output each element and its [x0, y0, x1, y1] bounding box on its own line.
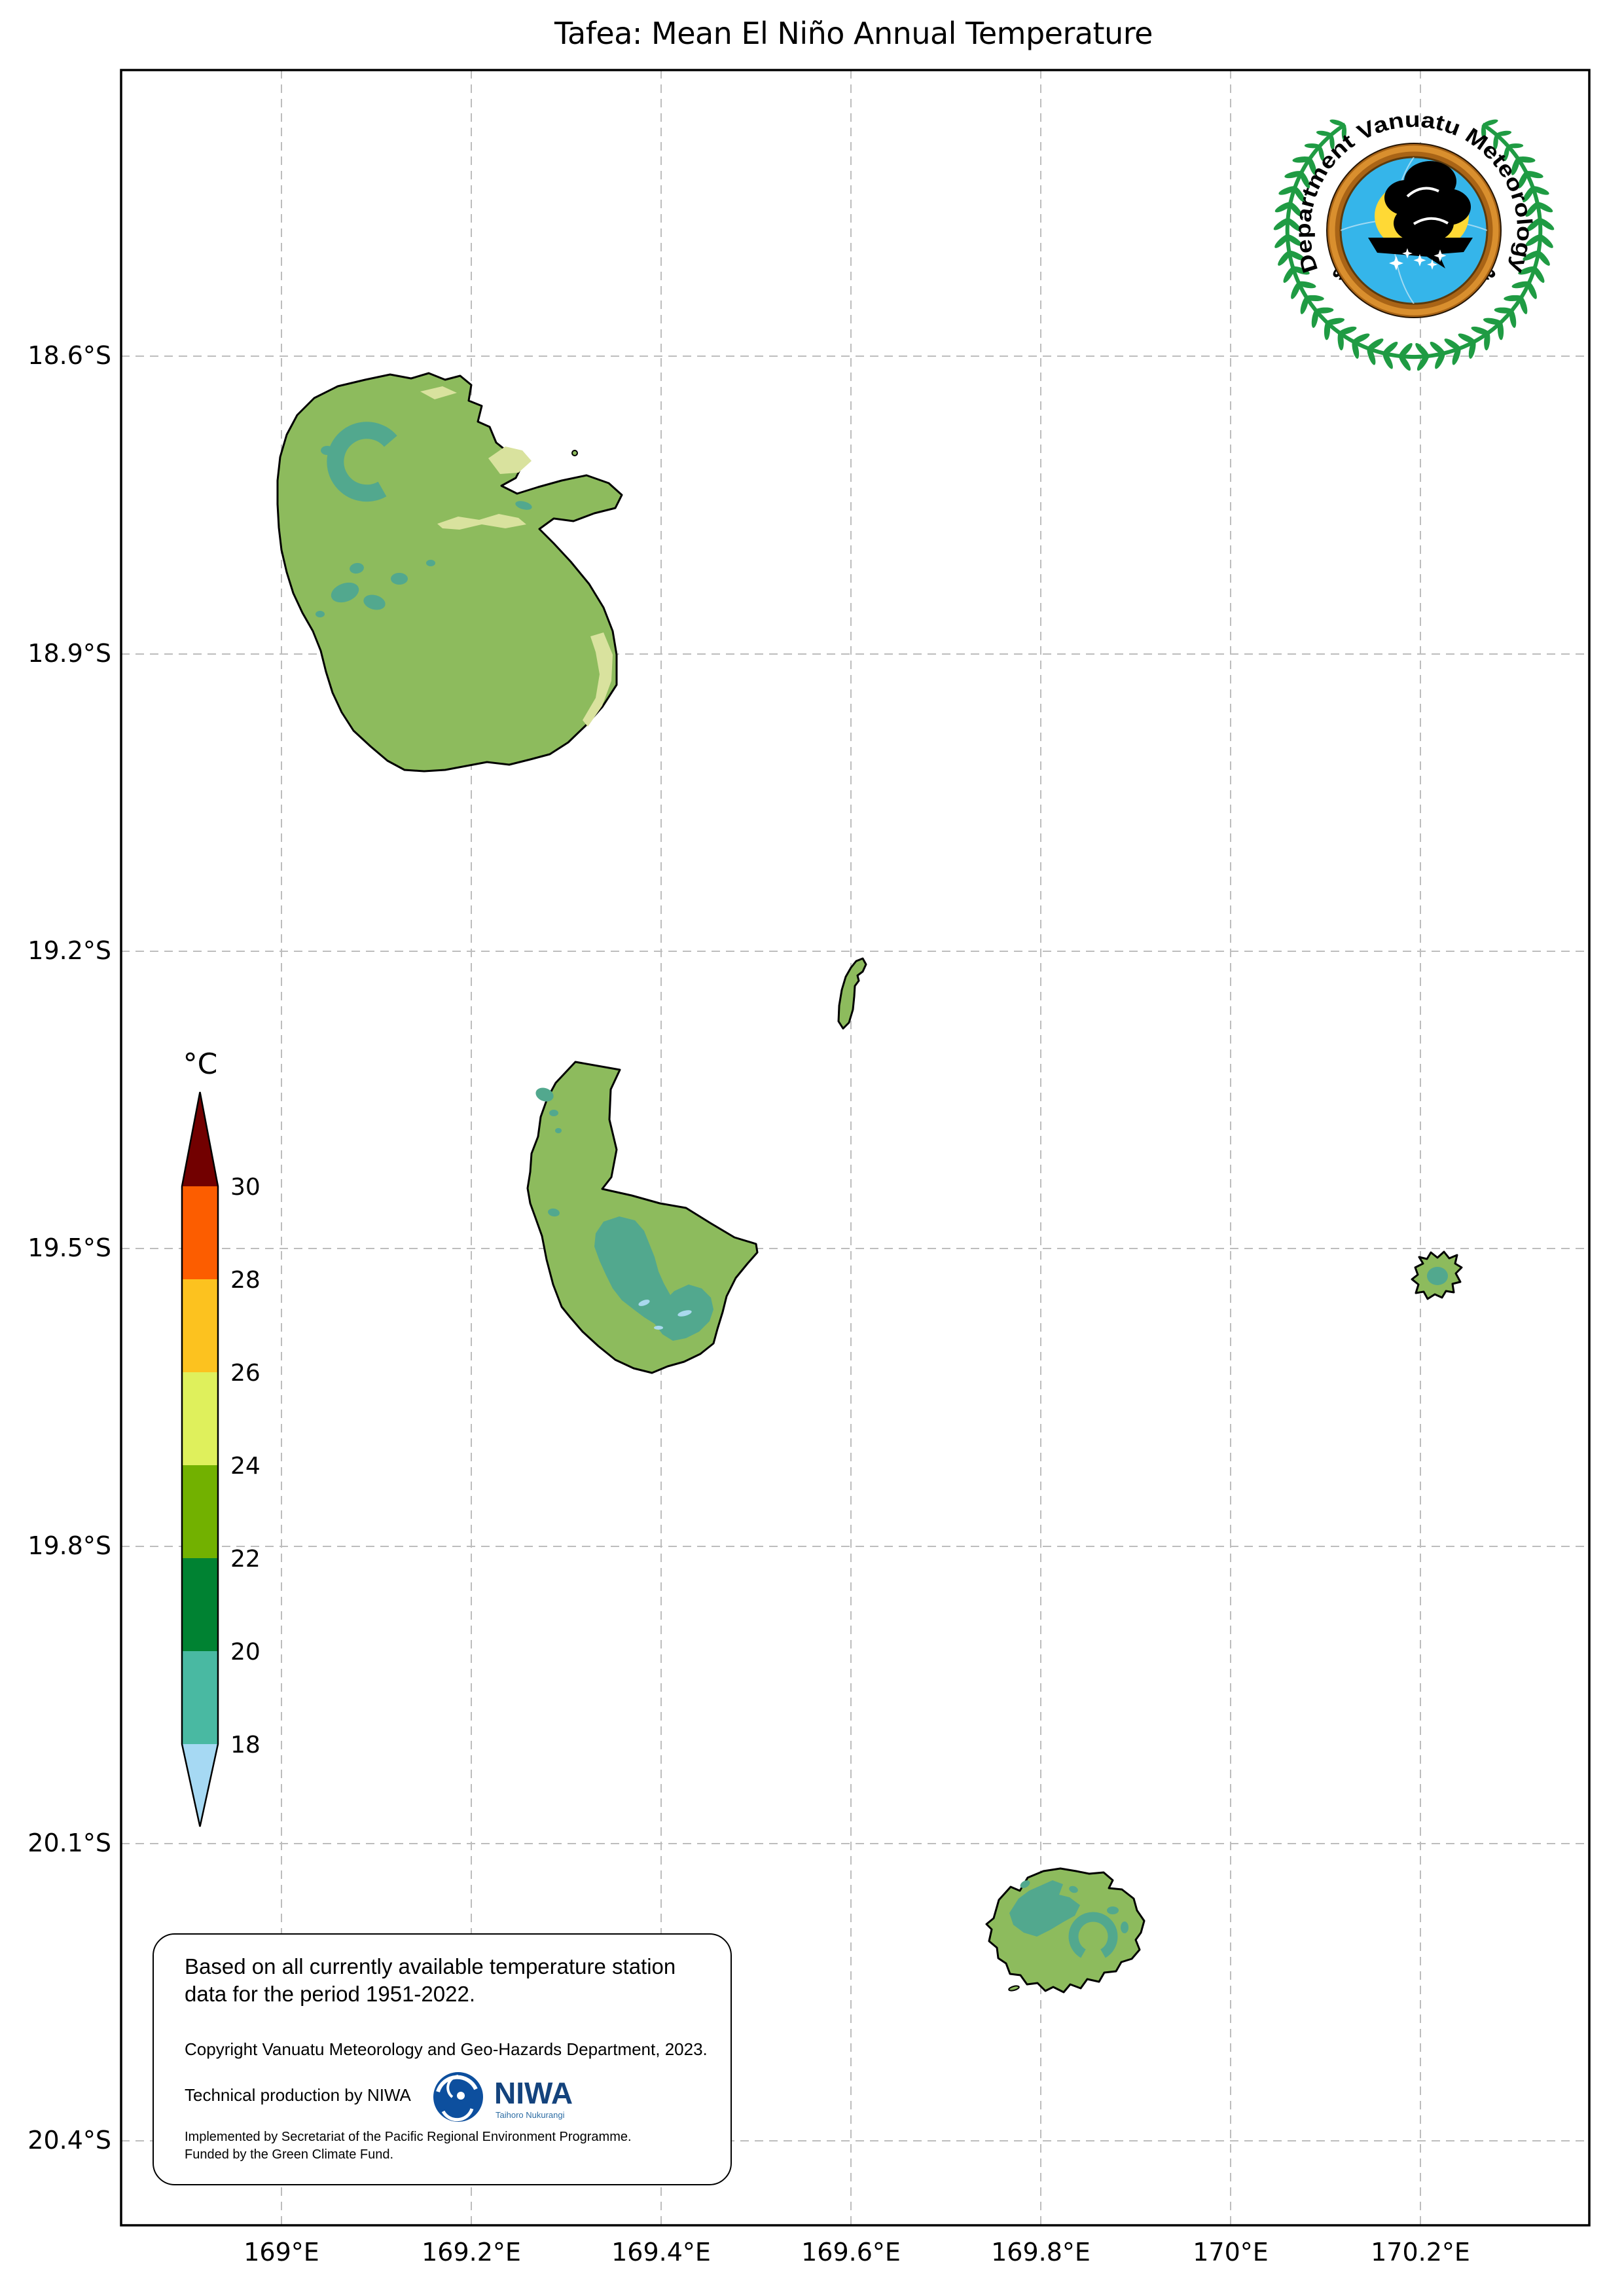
- colorbar-segment-26-28: [182, 1279, 218, 1372]
- southern-cross-stars: [1389, 248, 1447, 270]
- colorbar-outline: [181, 1091, 219, 1827]
- futuna-highland: [1427, 1267, 1448, 1285]
- niwa-tagline: Taihoro Nukurangi: [496, 2110, 565, 2120]
- colorbar-segment-above-30: [182, 1092, 218, 1186]
- islet-near-aneityum: [1008, 1985, 1020, 1992]
- niwa-logo: NIWA Taihoro Nukurangi: [433, 2072, 573, 2122]
- lon-tick-label: 170.2°E: [1371, 2238, 1470, 2267]
- island-aneityum: [985, 1867, 1146, 1994]
- erromango-crater-ridge: [327, 422, 397, 502]
- island-erromango: [276, 372, 623, 773]
- attribution-box: Based on all currently available tempera…: [153, 1933, 732, 2185]
- cloud-highlights: [1406, 187, 1449, 225]
- niwa-emblem-icon: [433, 2072, 483, 2122]
- colorbar-tick: 28: [230, 1267, 261, 1294]
- colorbar-segment-22-24: [182, 1465, 218, 1558]
- colorbar-segment-below-18: [182, 1744, 218, 1827]
- colorbar-tick: 20: [230, 1639, 261, 1666]
- lon-tick-label: 169.4°E: [611, 2238, 711, 2267]
- erromango-coastal-lowland: [420, 386, 613, 727]
- wreath-stems: [1285, 122, 1543, 359]
- niwa-wordmark: NIWA: [494, 2076, 573, 2110]
- lat-tick-label: 20.4°S: [27, 2126, 111, 2155]
- lat-tick-label: 19.5°S: [27, 1233, 111, 1262]
- lat-tick-label: 18.6°S: [27, 341, 111, 370]
- agency-logo: Department Vanuatu Meteorology and Geo-H…: [1273, 107, 1555, 371]
- erromango-highlands: [316, 446, 532, 617]
- lon-tick-label: 169.6°E: [801, 2238, 901, 2267]
- colorbar: °C 30 28 26 24 22 20 18: [181, 1048, 261, 1827]
- colorbar-segment-18-20: [182, 1651, 218, 1744]
- islands: [276, 372, 1463, 1994]
- colorbar-tick: 24: [230, 1453, 261, 1480]
- copyright-text: Copyright Vanuatu Meteorology and Geo-Ha…: [185, 2039, 708, 2059]
- island-aniwa: [837, 957, 867, 1030]
- colorbar-segment-20-22: [182, 1558, 218, 1651]
- colorbar-tick-labels: 30 28 26 24 22 20 18: [230, 1174, 261, 1758]
- production-credit: Technical production by NIWA: [185, 2085, 411, 2105]
- colorbar-tick: 26: [230, 1360, 261, 1387]
- colorbar-segment-24-26: [182, 1372, 218, 1465]
- page-title: Tafea: Mean El Niño Annual Temperature: [554, 16, 1153, 51]
- colorbar-segment-28-30: [182, 1186, 218, 1279]
- lat-tick-label: 18.9°S: [27, 639, 111, 668]
- island-tanna: [526, 1061, 759, 1374]
- aneityum-highlands: [1009, 1880, 1128, 1937]
- lon-tick-label: 169.2°E: [422, 2238, 521, 2267]
- tanna-highlands: [535, 1087, 713, 1341]
- colorbar-tick: 18: [230, 1732, 261, 1758]
- lat-tick-label: 20.1°S: [27, 1829, 111, 1857]
- logo-ring-highlight: [1329, 145, 1499, 316]
- lon-tick-label: 170°E: [1193, 2238, 1269, 2267]
- plot-border: [120, 69, 1591, 2227]
- lon-tick-label: 169°E: [244, 2238, 319, 2267]
- lat-tick-label: 19.2°S: [27, 936, 111, 965]
- aneityum-crater-ridge: [1068, 1912, 1118, 1958]
- tanna-peaks: [638, 1300, 692, 1330]
- lon-tick-label: 169.8°E: [991, 2238, 1091, 2267]
- colorbar-unit-label: °C: [183, 1048, 218, 1081]
- islet-near-erromango: [571, 450, 578, 456]
- lat-tick-label: 19.8°S: [27, 1531, 111, 1560]
- implementation-credit: Implemented by Secretariat of the Pacifi…: [185, 2130, 632, 2162]
- storm-cloud-icon: [1368, 161, 1473, 268]
- colorbar-tick: 30: [230, 1174, 261, 1201]
- colorbar-tick: 22: [230, 1546, 261, 1573]
- data-statement: Based on all currently available tempera…: [185, 1954, 676, 2007]
